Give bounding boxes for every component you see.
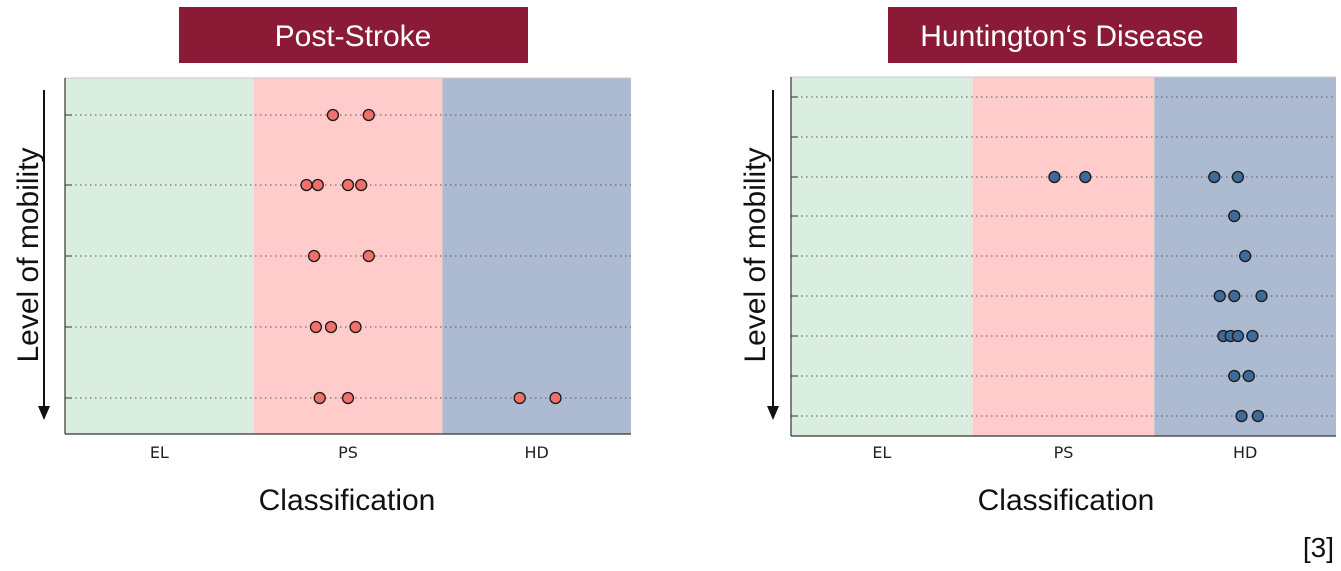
x-axis-title: Classification	[978, 484, 1155, 517]
data-point	[341, 391, 355, 405]
data-point	[362, 249, 375, 263]
data-point	[349, 320, 362, 334]
band-ps	[972, 77, 1155, 436]
chart-title-banner	[888, 7, 1237, 63]
band-ps	[253, 78, 443, 434]
data-point	[313, 391, 326, 405]
data-point	[1228, 289, 1241, 303]
data-point	[1246, 329, 1259, 343]
data-point	[324, 320, 338, 334]
data-point	[549, 391, 562, 405]
data-point	[1208, 170, 1221, 184]
data-point	[341, 178, 355, 192]
reference-label: [3]	[1303, 532, 1334, 563]
data-point	[1239, 249, 1252, 263]
chart-title: Huntington‘s Disease	[920, 20, 1204, 53]
data-point	[1235, 409, 1248, 423]
x-tick-label-el: EL	[150, 443, 169, 462]
data-point	[300, 178, 313, 192]
x-tick-label-ps: PS	[1054, 443, 1074, 462]
data-point	[355, 178, 368, 192]
x-tick-label-ps: PS	[338, 443, 358, 462]
data-point	[1231, 329, 1245, 343]
y-axis-title: Level of mobility	[739, 147, 772, 362]
data-point	[1228, 209, 1241, 223]
x-tick-label-hd: HD	[524, 443, 548, 462]
x-tick-label-hd: HD	[1233, 443, 1257, 462]
y-axis-arrow-head	[38, 406, 50, 420]
chart-2: Huntington‘s Disease EL PS HD Classification…	[739, 7, 1336, 517]
data-point	[1251, 409, 1265, 423]
data-point	[1048, 170, 1061, 184]
chart-title-banner	[179, 7, 528, 63]
data-point	[1213, 289, 1226, 303]
x-tick-label-el: EL	[872, 443, 891, 462]
data-point	[309, 320, 323, 334]
data-point	[1231, 170, 1245, 184]
data-point	[1255, 289, 1268, 303]
chart-1: Post-Stroke EL PS HD Classification Level of …	[12, 7, 631, 517]
data-point	[362, 108, 375, 122]
data-point	[1228, 369, 1241, 383]
data-point	[307, 249, 321, 263]
chart-title: Post-Stroke	[275, 20, 432, 53]
y-axis-title: Level of mobility	[12, 147, 45, 362]
x-axis-title: Classification	[259, 484, 436, 517]
data-point	[311, 178, 324, 192]
data-point	[1242, 369, 1255, 383]
band-hd	[442, 78, 631, 434]
data-point	[326, 108, 340, 122]
data-point	[1079, 170, 1092, 184]
data-point	[513, 391, 526, 405]
y-axis-arrow-head	[767, 406, 779, 420]
